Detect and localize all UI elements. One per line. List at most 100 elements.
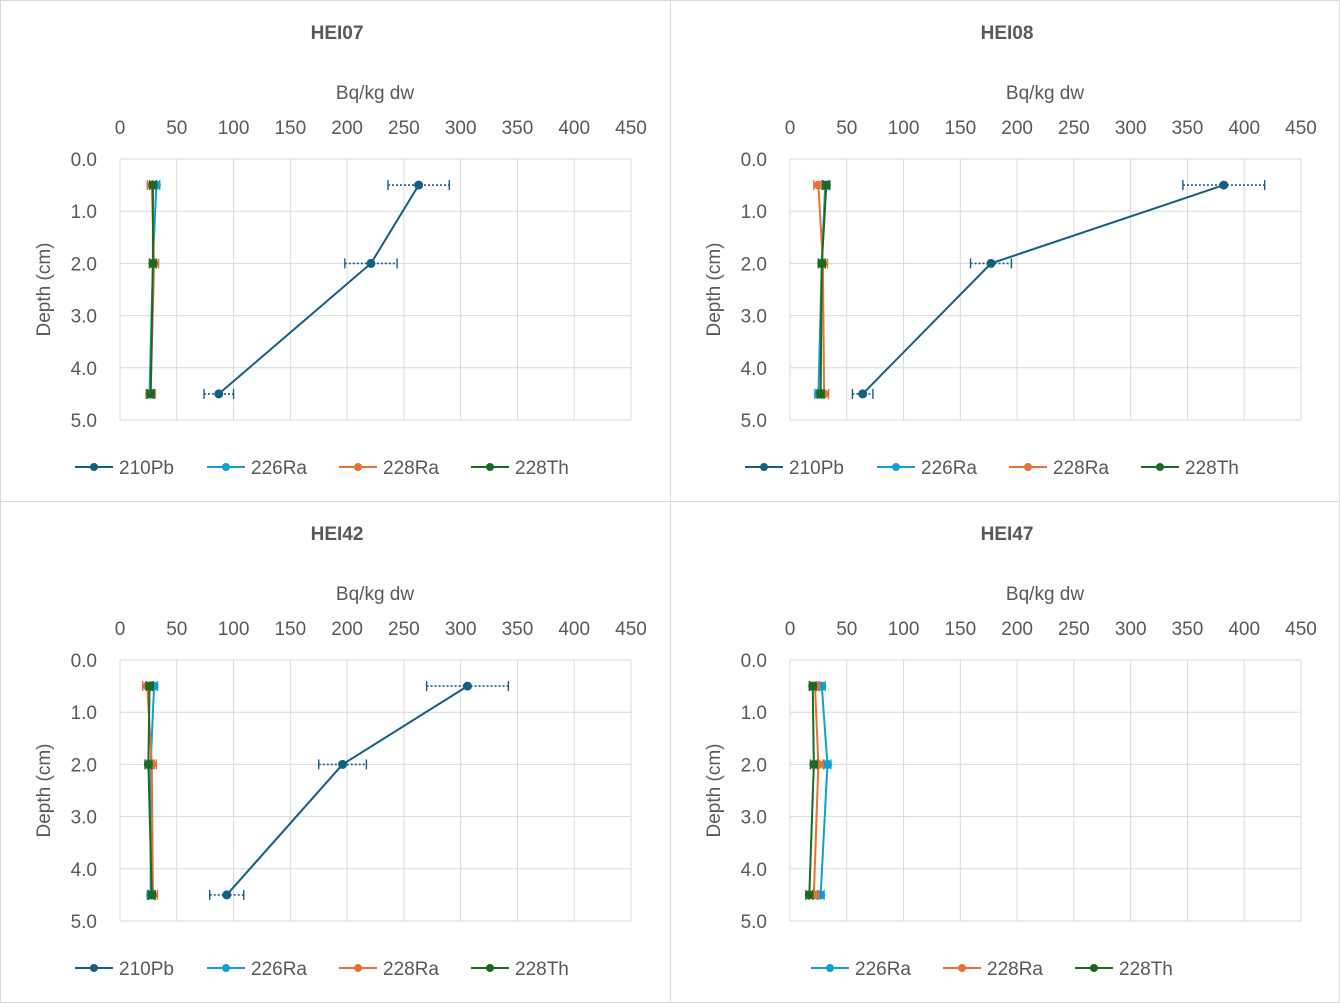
legend-label: 228Ra [383, 959, 439, 980]
data-point [809, 759, 819, 769]
legend-marker [1090, 964, 1098, 972]
y-tick-label: 0.0 [71, 150, 97, 171]
x-tick-label: 200 [1001, 118, 1033, 139]
chart-title: HEI42 [311, 524, 364, 545]
y-tick-label: 5.0 [71, 411, 97, 432]
data-point [148, 180, 158, 190]
x-tick-label: 450 [1285, 619, 1317, 640]
legend-marker [486, 463, 494, 471]
x-tick-label: 0 [115, 619, 126, 640]
data-point [808, 681, 818, 691]
series-228Ra [808, 681, 824, 900]
x-tick-label: 400 [1228, 118, 1260, 139]
legend-label: 210Pb [119, 458, 174, 479]
y-axis-label: Depth (cm) [704, 744, 725, 838]
x-tick-label: 250 [1058, 619, 1090, 640]
x-tick-label: 50 [166, 619, 187, 640]
series-228Th [143, 681, 157, 900]
y-tick-label: 5.0 [741, 411, 767, 432]
chart-svg: HEI07 Bq/kg dw Depth (cm) 0 50 100 150 200 250 30… [34, 23, 647, 479]
legend-marker [1024, 463, 1032, 471]
data-point [338, 759, 348, 769]
x-tick-label: 200 [1001, 619, 1033, 640]
chart-title: HEI07 [311, 23, 364, 44]
legend-label: 228Th [515, 458, 569, 479]
x-tick-label: 0 [785, 619, 796, 640]
x-tick-label: 300 [445, 118, 477, 139]
legend-label: 226Ra [855, 959, 911, 980]
legend-marker [90, 463, 98, 471]
x-tick-label: 450 [615, 619, 647, 640]
y-tick-label: 1.0 [71, 703, 97, 724]
legend-item: 210Pb [75, 458, 174, 479]
legend-label: 226Ra [921, 458, 977, 479]
chart-svg: HEI47 Bq/kg dw Depth (cm) 0 50 100 150 200 250 30… [704, 524, 1317, 980]
series-line [218, 184, 420, 395]
legend-label: 228Ra [1053, 458, 1109, 479]
legend-marker [958, 964, 966, 972]
legend-marker [826, 964, 834, 972]
legend-label: 226Ra [251, 959, 307, 980]
y-tick-label: 5.0 [71, 912, 97, 933]
x-tick-label: 350 [502, 118, 534, 139]
chart-svg: HEI08 Bq/kg dw Depth (cm) 0 50 100 150 200 250 30… [704, 23, 1317, 479]
data-point [817, 258, 827, 268]
x-axis-label: Bq/kg dw [336, 83, 414, 104]
y-axis-label: Depth (cm) [704, 243, 725, 337]
series-line [808, 686, 815, 895]
legend-marker [1156, 463, 1164, 471]
series-line [812, 686, 820, 895]
y-tick-label: 0.0 [71, 651, 97, 672]
y-tick-label: 3.0 [741, 307, 767, 328]
gridlines [789, 158, 1302, 421]
y-tick-label: 0.0 [741, 651, 767, 672]
x-tick-label: 50 [836, 118, 857, 139]
x-tick-label: 350 [1172, 118, 1204, 139]
x-tick-label: 250 [388, 619, 420, 640]
chart-panel-hei07: HEI07 Bq/kg dw Depth (cm) 0 50 100 150 200 250 30… [0, 0, 671, 502]
x-tick-label: 300 [1115, 619, 1147, 640]
data-point [816, 389, 826, 399]
legend-label: 228Th [515, 959, 569, 980]
gridlines [789, 659, 1302, 922]
y-tick-label: 4.0 [741, 359, 767, 380]
legend-item: 228Th [1141, 458, 1239, 479]
x-tick-label: 400 [558, 619, 590, 640]
gridlines [119, 659, 632, 922]
x-tick-label: 100 [218, 118, 250, 139]
legend-item: 228Ra [339, 458, 439, 479]
data-point [813, 180, 823, 190]
data-point [1219, 180, 1229, 190]
x-tick-label: 200 [331, 118, 363, 139]
x-tick-label: 300 [445, 619, 477, 640]
x-axis-label: Bq/kg dw [1006, 83, 1084, 104]
legend-item: 226Ra [207, 959, 307, 980]
data-point [462, 681, 472, 691]
legend-item: 226Ra [207, 458, 307, 479]
x-tick-label: 350 [1172, 619, 1204, 640]
y-tick-label: 1.0 [71, 202, 97, 223]
y-tick-label: 1.0 [741, 202, 767, 223]
legend-label: 228Th [1119, 959, 1173, 980]
x-tick-label: 50 [836, 619, 857, 640]
data-point [821, 180, 831, 190]
x-tick-label: 450 [615, 118, 647, 139]
x-tick-label: 150 [944, 619, 976, 640]
x-tick-label: 100 [888, 118, 920, 139]
legend-item: 228Th [471, 458, 569, 479]
data-point [147, 890, 157, 900]
legend-item: 210Pb [745, 458, 844, 479]
data-point [148, 258, 158, 268]
series-line [819, 686, 829, 895]
y-tick-label: 2.0 [71, 755, 97, 776]
legend-item: 228Ra [943, 959, 1043, 980]
data-point [146, 389, 156, 399]
legend-item: 210Pb [75, 959, 174, 980]
gridlines [119, 158, 632, 421]
x-tick-label: 200 [331, 619, 363, 640]
y-tick-label: 4.0 [71, 359, 97, 380]
legend-marker [760, 463, 768, 471]
y-tick-label: 2.0 [71, 254, 97, 275]
legend-item: 226Ra [877, 458, 977, 479]
y-tick-label: 3.0 [741, 808, 767, 829]
